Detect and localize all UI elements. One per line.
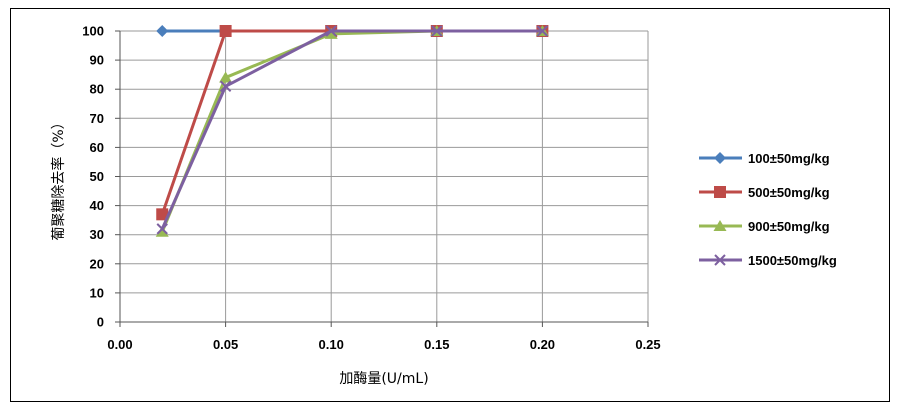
- legend-marker: [714, 186, 726, 198]
- y-tick-label: 70: [90, 111, 104, 126]
- y-tick-label: 60: [90, 140, 104, 155]
- y-tick-label: 20: [90, 256, 104, 271]
- data-point: [155, 225, 169, 237]
- x-tick-label: 0.10: [319, 337, 344, 352]
- marker-stroke: [431, 25, 443, 37]
- legend-marker: [713, 220, 727, 231]
- y-tick-label: 90: [90, 53, 104, 68]
- y-tick-label: 10: [90, 285, 104, 300]
- series-3: [155, 25, 549, 237]
- marker-stroke: [156, 223, 168, 235]
- marker-stroke: [325, 25, 337, 37]
- legend-label: 500±50mg/kg: [748, 185, 830, 200]
- y-tick-labels: 0 10 20 30 40 50 60 70 80 90 100: [82, 24, 104, 330]
- data-point: [219, 25, 232, 37]
- data-point: [219, 80, 232, 92]
- data-point: [219, 71, 233, 83]
- marker-stroke: [536, 25, 549, 37]
- x-tick-label: 0.00: [107, 337, 132, 352]
- legend-label: 100±50mg/kg: [748, 151, 830, 166]
- y-axis-label: 葡聚糖除去率（%）: [50, 115, 67, 240]
- x-tick-labels: 0.00 0.05 0.10 0.15 0.20 0.25: [107, 337, 660, 352]
- y-tick-label: 0: [97, 315, 104, 330]
- data-point: [324, 27, 338, 39]
- legend-item: 100±50mg/kg: [699, 151, 830, 166]
- x-tick-label: 0.15: [424, 337, 449, 352]
- data-point: [156, 208, 169, 221]
- y-tick-label: 50: [90, 169, 104, 184]
- x-axis-label: 加酶量(U/mL): [339, 371, 428, 387]
- data-point: [325, 25, 337, 37]
- x-tick-label: 0.05: [213, 337, 238, 352]
- data-point: [156, 25, 169, 37]
- series-4: [156, 25, 549, 235]
- data-point: [156, 223, 168, 235]
- legend-marker: [714, 254, 726, 266]
- legend: 100±50mg/kg 500±50mg/kg 900±50mg/kg 1500±50…: [699, 151, 837, 268]
- series-line: [160, 29, 543, 233]
- series-layer: [155, 25, 549, 237]
- legend-label: 900±50mg/kg: [748, 219, 830, 234]
- legend-item: 1500±50mg/kg: [699, 253, 837, 268]
- y-tick-label: 30: [90, 227, 104, 242]
- marker-stroke: [714, 254, 726, 266]
- y-tick-label: 100: [82, 24, 104, 39]
- legend-item: 500±50mg/kg: [699, 185, 830, 200]
- legend-marker: [714, 152, 726, 164]
- x-tick-label: 0.25: [635, 337, 660, 352]
- y-tick-label: 80: [90, 82, 104, 97]
- series-2: [156, 25, 549, 221]
- x-tick-label: 0.20: [530, 337, 555, 352]
- legend-label: 1500±50mg/kg: [748, 253, 837, 268]
- data-point: [431, 25, 443, 37]
- legend-item: 900±50mg/kg: [699, 219, 830, 234]
- series-line: [160, 29, 543, 230]
- series-line: [160, 29, 543, 215]
- chart-frame: [10, 8, 890, 402]
- axes: [115, 30, 649, 327]
- y-tick-label: 40: [90, 198, 104, 213]
- gridlines: [120, 30, 649, 322]
- data-point: [536, 25, 549, 37]
- marker-stroke: [219, 80, 232, 92]
